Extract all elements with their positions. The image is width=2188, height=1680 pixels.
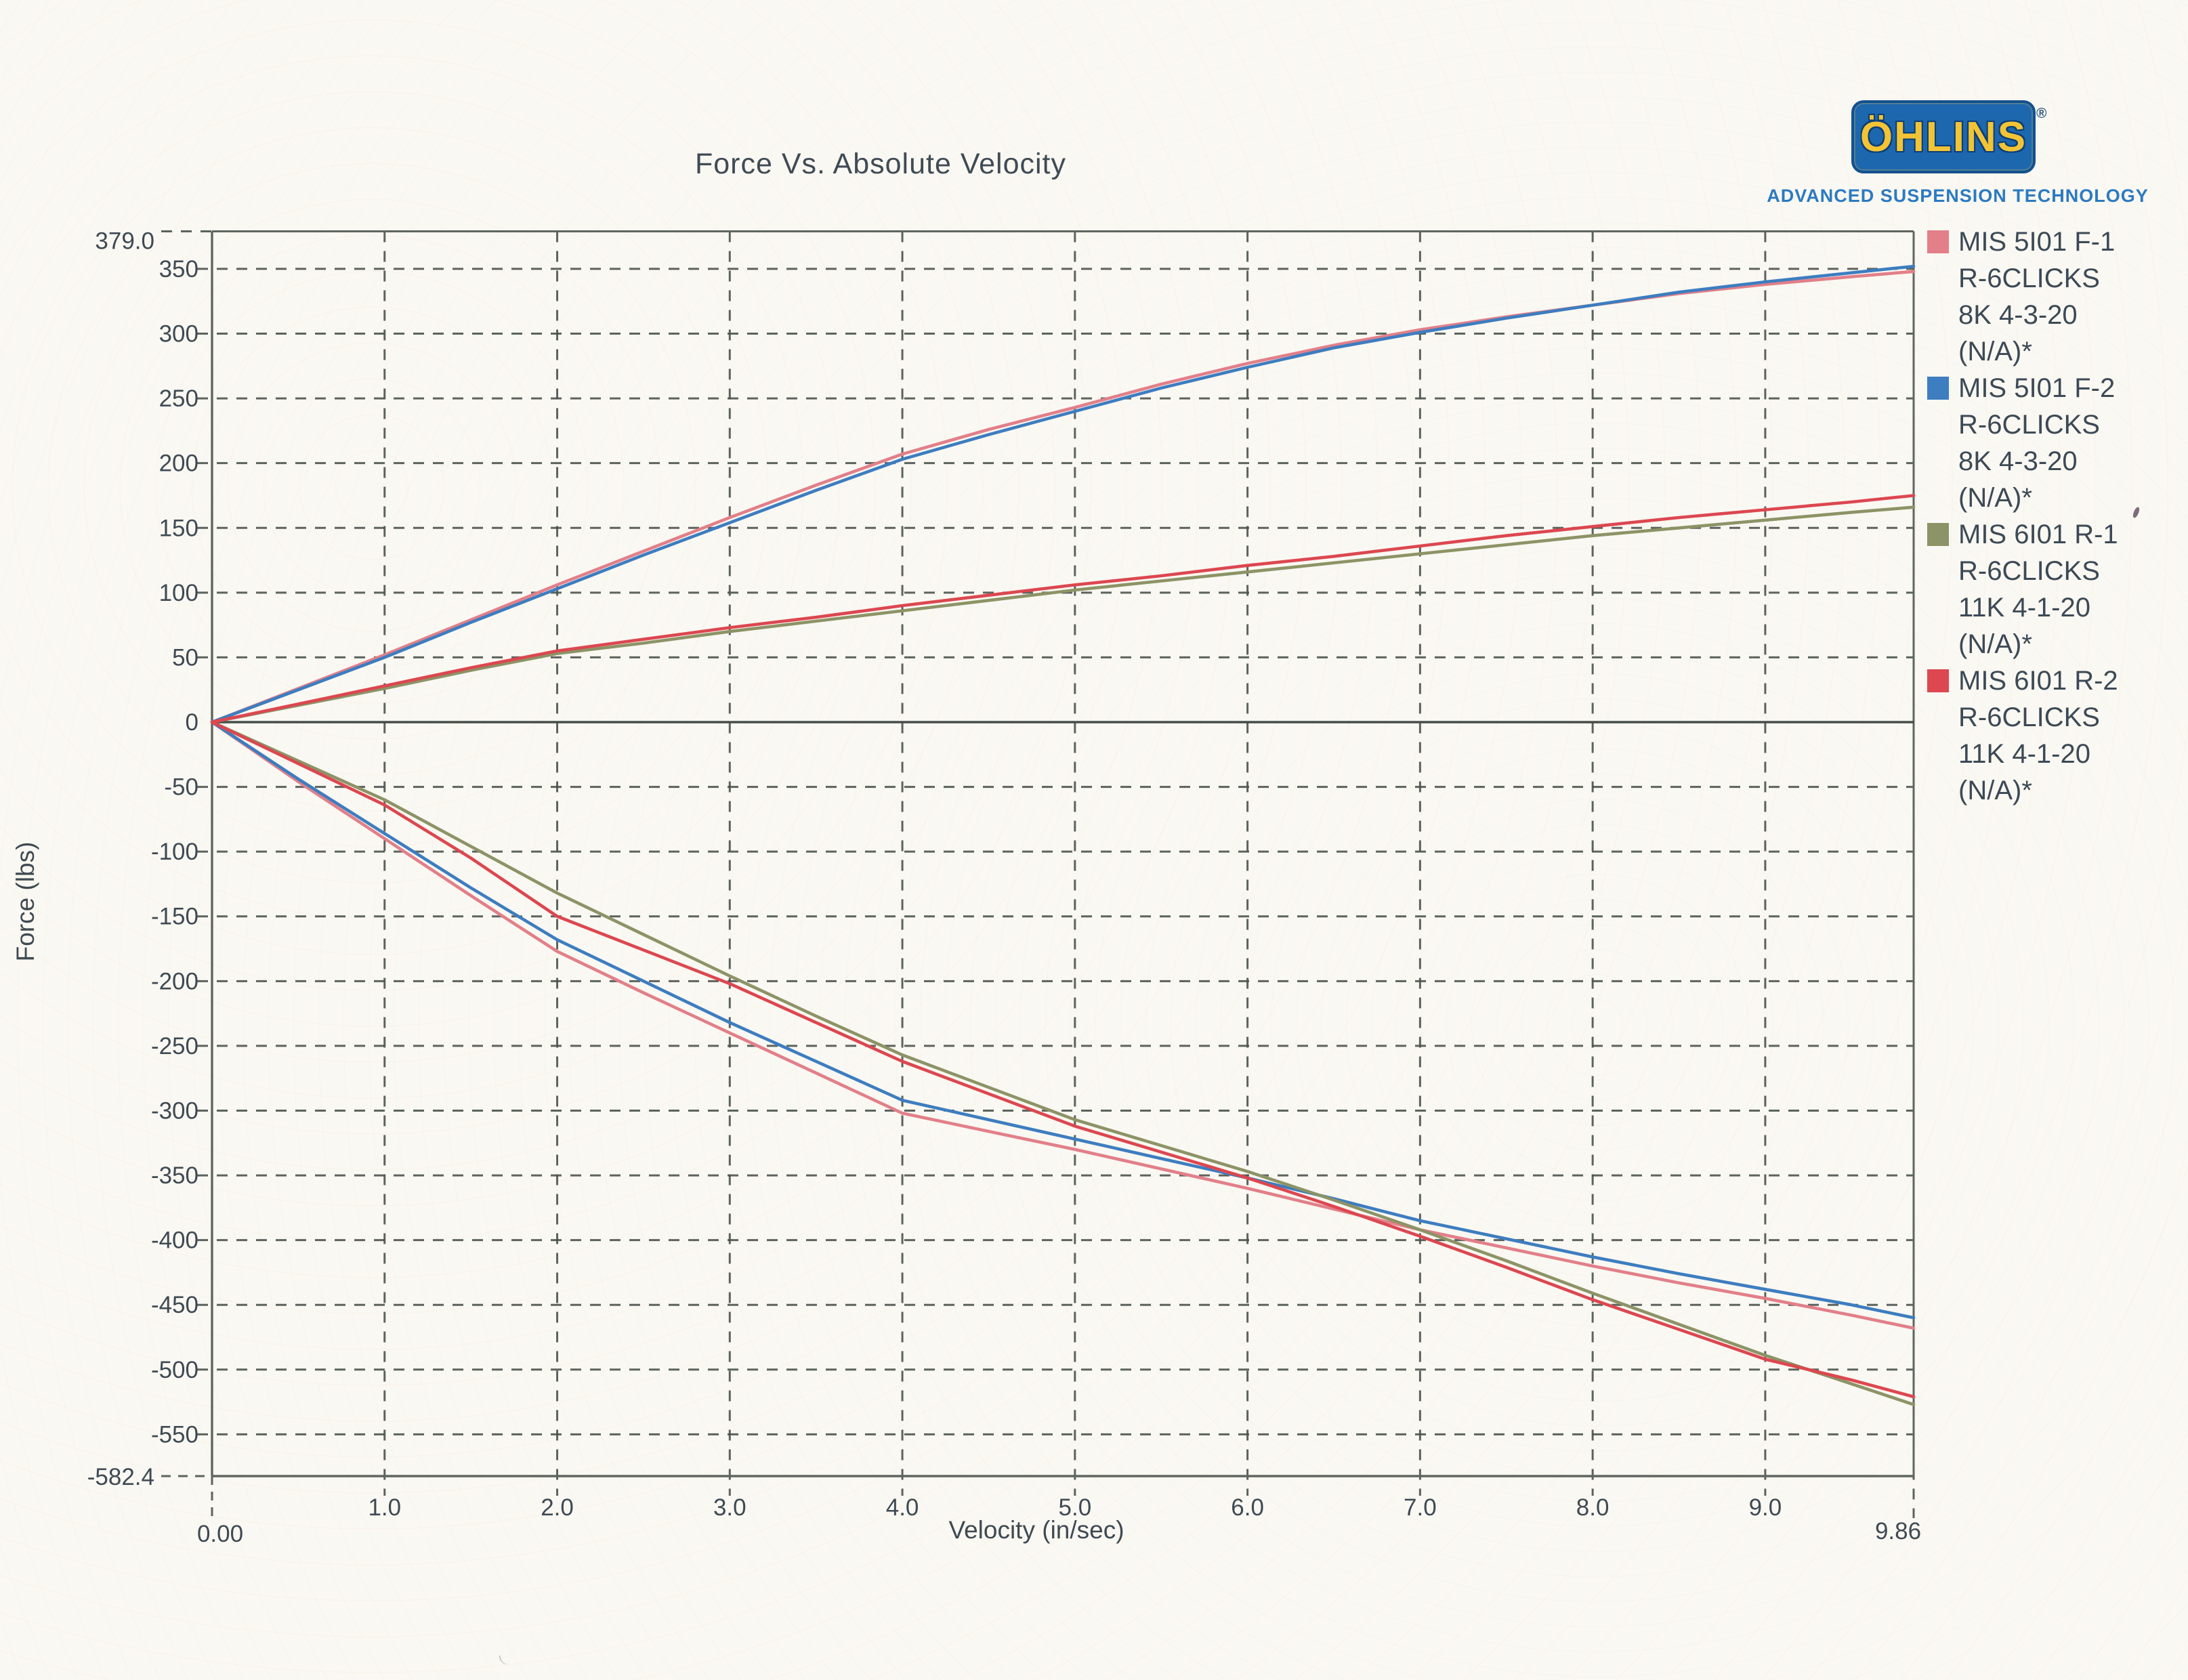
legend-line: (N/A)* <box>1958 483 2032 513</box>
y-tick-label: -300 <box>151 1097 198 1124</box>
y-tick-label: 150 <box>159 515 198 541</box>
y-axis-title: Force (lbs) <box>12 841 39 962</box>
x-tick-label: 3.0 <box>713 1494 746 1521</box>
curve-mis-6i01-r-2-rebound <box>210 720 1916 1399</box>
x-axis-title: Velocity (in/sec) <box>948 1516 1124 1544</box>
y-tick-label: 0 <box>186 709 198 736</box>
y-tick-label: -200 <box>151 968 198 994</box>
x-tick-label: 9.0 <box>1749 1494 1782 1521</box>
legend-line: (N/A)* <box>1958 337 2032 366</box>
legend-entry-mis-6i01-r-1: MIS 6I01 R-1 R-6CLICKS 11K 4-1-20 (N/A)* <box>1927 516 2188 663</box>
legend-swatch-olive <box>1927 523 1949 546</box>
legend-line: MIS 6I01 R-2 <box>1958 666 2118 696</box>
legend-line: 8K 4-3-20 <box>1958 300 2078 330</box>
x-axis-min-label: 0.00 <box>197 1521 243 1547</box>
legend-line: 11K 4-1-20 <box>1958 593 2090 623</box>
legend-entry-mis-6i01-r-2: MIS 6I01 R-2 R-6CLICKS 11K 4-1-20 (N/A)* <box>1927 663 2188 809</box>
y-tick-label: 350 <box>159 256 198 282</box>
y-tick-label: -550 <box>151 1421 198 1448</box>
legend-line: R-6CLICKS <box>1958 556 2100 586</box>
x-tick-label: 5.0 <box>1059 1494 1092 1521</box>
legend-line: R-6CLICKS <box>1958 702 2100 732</box>
chart-title: Force Vs. Absolute Velocity <box>694 148 1067 180</box>
x-axis-max-label: 9.86 <box>1875 1518 1921 1545</box>
legend-entry-mis-5i01-f-1: MIS 5I01 F-1 R-6CLICKS 8K 4-3-20 (N/A)* <box>1927 224 2188 370</box>
y-tick-label: 300 <box>159 321 198 348</box>
curve-mis-5i01-f-2-rebound <box>210 720 1916 1320</box>
x-tick-label: 4.0 <box>886 1494 919 1521</box>
x-tick-label: 1.0 <box>368 1494 401 1521</box>
legend-line: MIS 6I01 R-1 <box>1958 520 2118 549</box>
legend-swatch-blue <box>1927 377 1949 400</box>
legend-line: R-6CLICKS <box>1958 410 2100 440</box>
legend-line: MIS 5I01 F-2 <box>1958 373 2116 403</box>
y-tick-label: -450 <box>151 1292 198 1318</box>
x-tick-label: 2.0 <box>541 1494 574 1521</box>
legend-swatch-pink <box>1927 230 1949 253</box>
y-axis-max-label: 379.0 <box>95 228 154 255</box>
curve-mis-5i01-f-1-rebound <box>210 720 1916 1330</box>
curve-mis-6i01-r-1-compression <box>210 505 1916 724</box>
y-tick-label: -100 <box>151 839 198 865</box>
ohlins-tagline: ADVANCED SUSPENSION TECHNOLOGY <box>1767 186 2149 206</box>
legend-line: MIS 5I01 F-1 <box>1958 227 2116 257</box>
x-tick-label: 7.0 <box>1404 1494 1437 1521</box>
y-tick-label: -50 <box>164 774 198 801</box>
ohlins-logo-wordmark: ÖHLINS <box>1859 113 2027 161</box>
curve-mis-5i01-f-2-compression <box>210 264 1916 724</box>
legend-entry-mis-5i01-f-2: MIS 5I01 F-2 R-6CLICKS 8K 4-3-20 (N/A)* <box>1927 370 2188 516</box>
y-tick-label: 50 <box>172 644 198 671</box>
legend-swatch-red <box>1927 669 1949 692</box>
y-tick-label: -150 <box>151 904 198 930</box>
x-tick-label: 8.0 <box>1576 1494 1610 1521</box>
ohlins-logo: ÖHLINS <box>1851 100 2036 173</box>
y-tick-label: 250 <box>159 385 198 412</box>
y-tick-label: -250 <box>151 1033 198 1059</box>
legend-line: 8K 4-3-20 <box>1958 446 2078 476</box>
curve-mis-5i01-f-1-compression <box>210 270 1916 724</box>
legend-line: 11K 4-1-20 <box>1958 739 2090 769</box>
y-tick-label: 200 <box>159 450 198 477</box>
legend-line: (N/A)* <box>1958 776 2032 805</box>
legend-line: (N/A)* <box>1958 629 2032 659</box>
legend-line: R-6CLICKS <box>1958 264 2100 293</box>
y-tick-label: -350 <box>151 1162 198 1189</box>
y-tick-label: -400 <box>151 1227 198 1254</box>
y-tick-label: -500 <box>151 1357 198 1383</box>
y-tick-label: 100 <box>159 580 198 606</box>
x-tick-label: 6.0 <box>1231 1494 1264 1521</box>
curve-mis-6i01-r-1-rebound <box>210 720 1916 1406</box>
registered-trademark-symbol: ® <box>2036 106 2047 121</box>
curve-mis-6i01-r-2-compression <box>210 494 1916 724</box>
y-axis-min-label: -582.4 <box>87 1464 154 1490</box>
